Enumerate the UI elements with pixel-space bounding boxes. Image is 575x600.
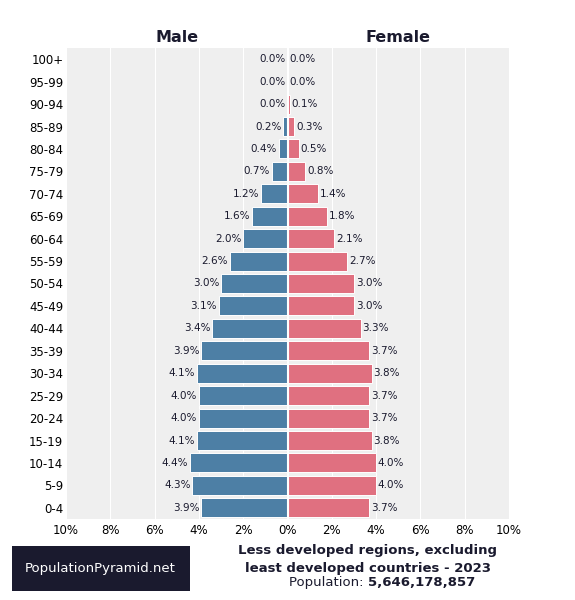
Bar <box>288 454 376 472</box>
Bar <box>252 206 288 226</box>
Bar <box>199 386 288 405</box>
Text: 3.0%: 3.0% <box>193 278 219 289</box>
Text: 4.0%: 4.0% <box>378 458 404 468</box>
Bar <box>197 431 288 450</box>
Text: 3.9%: 3.9% <box>173 503 200 513</box>
Text: 2.0%: 2.0% <box>215 233 242 244</box>
Text: 2.6%: 2.6% <box>202 256 228 266</box>
Text: 3.7%: 3.7% <box>371 413 398 423</box>
Text: 1.4%: 1.4% <box>320 189 347 199</box>
Bar <box>288 386 369 405</box>
Text: 1.2%: 1.2% <box>233 189 259 199</box>
Text: 0.3%: 0.3% <box>296 121 322 131</box>
Text: 4.3%: 4.3% <box>164 481 190 490</box>
Text: 3.0%: 3.0% <box>356 278 382 289</box>
Bar <box>288 341 369 361</box>
Bar <box>288 229 334 248</box>
Bar <box>288 409 369 428</box>
Bar <box>288 117 294 136</box>
Bar <box>288 206 327 226</box>
Text: 0.2%: 0.2% <box>255 121 281 131</box>
Text: 1.8%: 1.8% <box>329 211 355 221</box>
Text: 2.7%: 2.7% <box>349 256 375 266</box>
Text: Less developed regions, excluding
least developed countries - 2023: Less developed regions, excluding least … <box>239 544 497 575</box>
Text: Population:: Population: <box>289 576 368 589</box>
Text: 4.0%: 4.0% <box>171 391 197 401</box>
Text: 1.6%: 1.6% <box>224 211 250 221</box>
Bar <box>199 409 288 428</box>
Text: 4.0%: 4.0% <box>171 413 197 423</box>
Bar <box>192 476 288 495</box>
Text: 5,646,178,857: 5,646,178,857 <box>368 576 476 589</box>
Text: 0.4%: 0.4% <box>251 144 277 154</box>
Text: 3.3%: 3.3% <box>362 323 389 334</box>
Bar <box>288 364 371 383</box>
Text: 3.8%: 3.8% <box>373 368 400 378</box>
Text: 4.1%: 4.1% <box>168 368 195 378</box>
Bar <box>288 251 347 271</box>
Bar <box>288 431 371 450</box>
Bar <box>190 454 288 472</box>
Bar <box>288 296 354 316</box>
Bar <box>272 162 288 181</box>
Text: 0.0%: 0.0% <box>259 99 286 109</box>
Bar <box>219 296 288 316</box>
Bar <box>288 139 298 158</box>
Text: 3.8%: 3.8% <box>373 436 400 445</box>
Bar <box>288 476 376 495</box>
Text: 3.0%: 3.0% <box>356 301 382 311</box>
Text: 0.0%: 0.0% <box>259 54 286 64</box>
Bar <box>212 319 288 338</box>
Text: 3.1%: 3.1% <box>190 301 217 311</box>
Text: 4.4%: 4.4% <box>162 458 189 468</box>
Text: 0.0%: 0.0% <box>289 54 316 64</box>
Text: 0.8%: 0.8% <box>307 166 334 176</box>
Bar <box>288 498 369 517</box>
Bar <box>261 184 288 203</box>
Bar <box>279 139 288 158</box>
Bar <box>201 498 288 517</box>
Text: Female: Female <box>366 30 431 45</box>
Bar <box>230 251 288 271</box>
Text: Male: Male <box>155 30 198 45</box>
Text: PopulationPyramid.net: PopulationPyramid.net <box>25 562 176 575</box>
Bar <box>288 162 305 181</box>
Text: 0.5%: 0.5% <box>300 144 327 154</box>
Text: 4.1%: 4.1% <box>168 436 195 445</box>
Bar <box>288 274 354 293</box>
Bar <box>243 229 288 248</box>
Bar <box>288 184 319 203</box>
Bar <box>283 117 288 136</box>
Text: 3.7%: 3.7% <box>371 391 398 401</box>
Text: 3.7%: 3.7% <box>371 346 398 356</box>
Bar <box>201 341 288 361</box>
Text: 0.0%: 0.0% <box>259 77 286 86</box>
Text: 3.7%: 3.7% <box>371 503 398 513</box>
Text: 0.1%: 0.1% <box>292 99 318 109</box>
Text: 3.4%: 3.4% <box>184 323 210 334</box>
Text: 0.7%: 0.7% <box>244 166 270 176</box>
Bar <box>197 364 288 383</box>
Bar <box>221 274 288 293</box>
Bar <box>288 319 361 338</box>
Text: 3.9%: 3.9% <box>173 346 200 356</box>
Text: 2.1%: 2.1% <box>336 233 362 244</box>
Bar <box>288 95 290 113</box>
Text: 0.0%: 0.0% <box>289 77 316 86</box>
Text: 4.0%: 4.0% <box>378 481 404 490</box>
